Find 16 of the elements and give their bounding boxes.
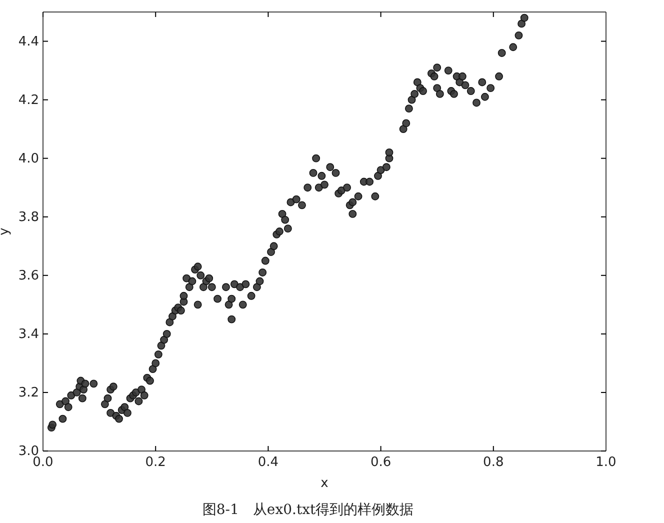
x-tick-label: 1.0: [596, 455, 616, 470]
x-tick-label: 0.2: [145, 455, 166, 470]
x-tick-label: 0.4: [258, 455, 279, 470]
y-axis-title: y: [0, 227, 12, 236]
caption: 图8-1 从ex0.txt得到的样例数据: [202, 502, 414, 518]
y-tick-label: 3.8: [18, 210, 39, 226]
y-tick-label: 3.4: [18, 327, 39, 342]
x-tick-label: 0.6: [370, 455, 392, 470]
x-tick-label: 0.0: [32, 455, 54, 470]
x-tick-label: 0.8: [483, 455, 504, 470]
y-tick-label: 3.6: [18, 268, 39, 284]
x-axis-title: x: [320, 476, 329, 491]
y-tick-label: 4.0: [18, 151, 39, 166]
y-tick-label: 4.2: [18, 92, 39, 108]
y-tick-label: 4.4: [18, 34, 39, 50]
y-tick-label: 3.2: [18, 386, 39, 401]
